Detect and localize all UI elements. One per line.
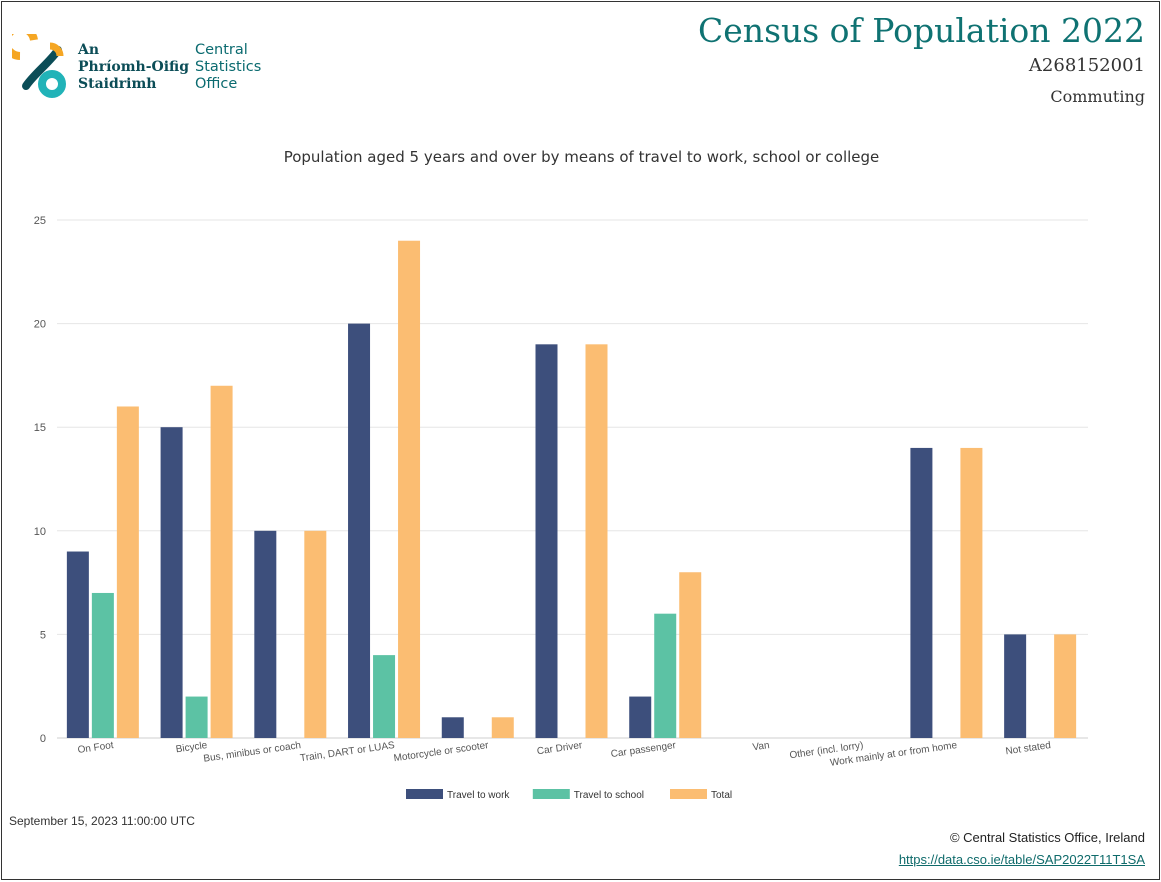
x-tick-label: Car passenger [610, 740, 677, 760]
bar [1004, 634, 1027, 738]
bar [66, 551, 89, 738]
bar [254, 530, 277, 738]
bar [535, 344, 558, 738]
timestamp: September 15, 2023 11:00:00 UTC [9, 814, 195, 828]
x-tick-label: On Foot [77, 740, 115, 756]
org-name-irish-line: Staidrimh [78, 76, 157, 92]
bar [348, 323, 371, 738]
legend-swatch [406, 789, 443, 799]
y-tick-label: 15 [34, 422, 46, 434]
legend-swatch [532, 789, 570, 799]
bar [210, 385, 233, 738]
bar [441, 717, 464, 738]
org-name-english-line: Statistics [195, 59, 262, 75]
org-name-irish: An Phríomh-Oifig Staidrimh [78, 42, 189, 93]
bar [304, 530, 327, 738]
bar [398, 240, 421, 738]
bar [373, 655, 396, 738]
org-name-english-line: Office [195, 76, 238, 92]
org-name-english: Central Statistics Office [195, 42, 261, 93]
x-tick-label: Motorcycle or scooter [393, 740, 490, 764]
legend-swatch [670, 789, 707, 799]
bar [116, 406, 139, 738]
bar [629, 696, 652, 738]
org-name-irish-line: An [78, 42, 100, 58]
bar [585, 344, 608, 738]
bar [654, 613, 677, 738]
table-code: A268152001 [1028, 55, 1145, 76]
header-info: Census of Population 2022 A268152001 Com… [698, 8, 1145, 108]
y-tick-label: 10 [34, 526, 46, 538]
x-tick-label: Car Driver [536, 740, 583, 757]
bar [91, 592, 114, 738]
bar [679, 572, 702, 738]
x-tick-label: Train, DART or LUAS [299, 740, 395, 764]
source-link[interactable]: https://data.cso.ie/table/SAP2022T11T1SA [898, 852, 1145, 867]
legend-label: Travel to school [574, 790, 644, 801]
copyright-text: © Central Statistics Office, Ireland [949, 830, 1145, 845]
legend-label: Travel to work [447, 790, 510, 801]
bar [910, 447, 933, 738]
bar [960, 447, 983, 738]
x-tick-label: Bicycle [175, 740, 208, 755]
y-tick-label: 25 [34, 215, 46, 227]
y-tick-label: 0 [40, 733, 46, 745]
page-title: Census of Population 2022 [698, 11, 1145, 50]
y-tick-label: 5 [40, 629, 46, 641]
chart-title: Population aged 5 years and over by mean… [283, 148, 880, 166]
bar [160, 427, 183, 738]
cso-logo-icon [12, 34, 66, 98]
org-name-irish-line: Phríomh-Oifig [78, 59, 190, 75]
x-tick-label: Not stated [1005, 740, 1052, 757]
bar [491, 717, 514, 738]
x-tick-label: Bus, minibus or coach [203, 740, 302, 765]
topic-label: Commuting [1050, 87, 1145, 106]
bar [185, 696, 208, 738]
y-tick-label: 20 [34, 319, 46, 331]
bar [1054, 634, 1077, 738]
legend-label: Total [711, 790, 732, 801]
org-name-english-line: Central [195, 42, 248, 58]
x-tick-label: Van [752, 740, 770, 753]
